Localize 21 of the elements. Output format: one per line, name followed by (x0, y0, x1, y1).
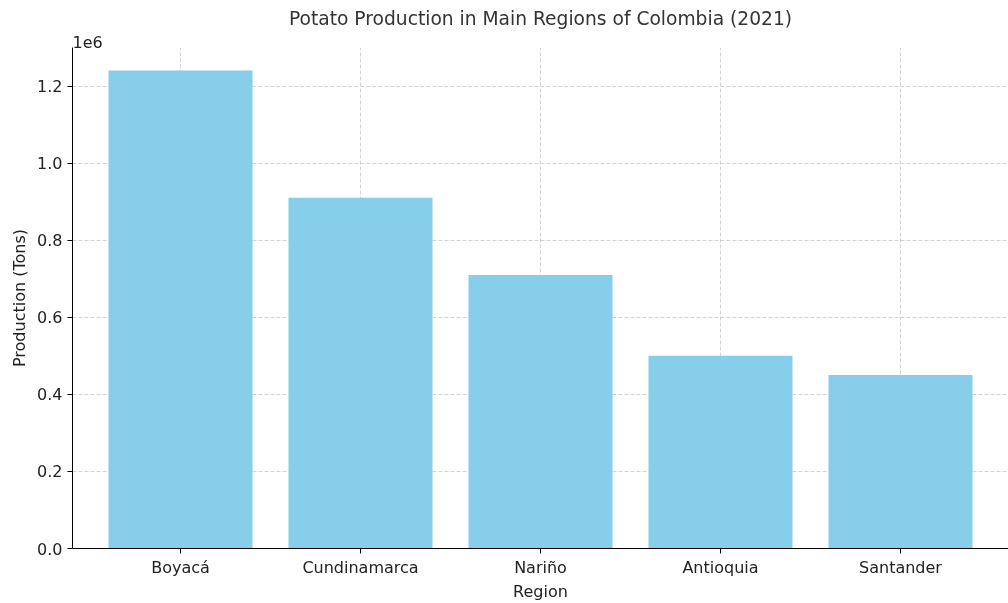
x-tick-label: Nariño (514, 557, 567, 577)
bar (648, 355, 793, 549)
bar (828, 375, 973, 549)
y-tick-label: 0.6 (37, 308, 63, 328)
y-tick-label: 1.0 (37, 154, 63, 174)
y-axis-title: Production (Tons) (10, 228, 30, 368)
bar (468, 274, 613, 549)
x-tick-label: Cundinamarca (302, 557, 419, 577)
x-tick-label: Antioquia (682, 557, 759, 577)
x-tick-label: Santander (859, 557, 943, 577)
chart-title: Potato Production in Main Regions of Colombia (2021) (288, 7, 793, 29)
annotation: 1e6 (72, 32, 103, 52)
bar (288, 197, 433, 549)
x-tick-label: Boyacá (151, 557, 210, 577)
y-tick-label: 0.4 (37, 385, 63, 405)
y-tick-label: 0.0 (37, 539, 63, 559)
y-tick-label: 0.8 (37, 231, 63, 251)
y-tick-label: 0.2 (37, 462, 63, 482)
bar (108, 70, 253, 549)
y-tick-label: 1.2 (37, 77, 63, 97)
x-axis-title: Region (513, 581, 568, 601)
